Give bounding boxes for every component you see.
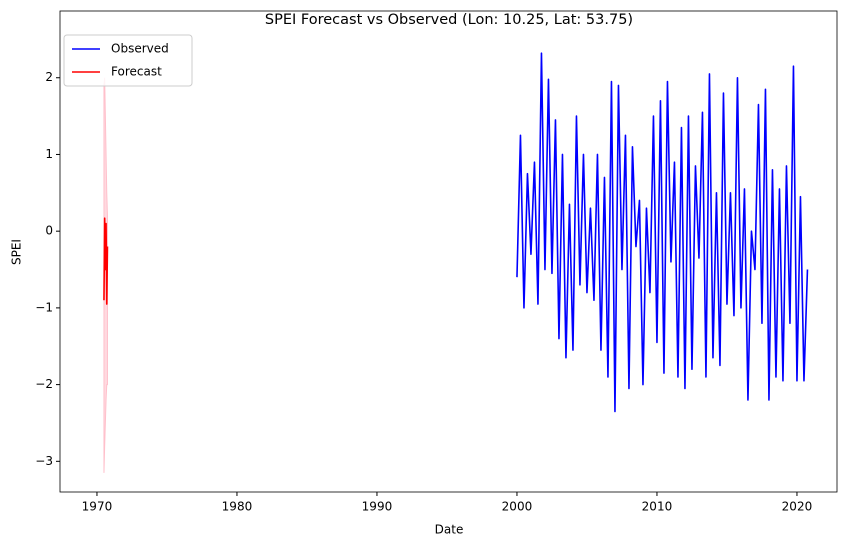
y-tick-label: −2 bbox=[35, 377, 53, 391]
chart-title: SPEI Forecast vs Observed (Lon: 10.25, L… bbox=[265, 12, 633, 28]
y-tick-label: −1 bbox=[35, 300, 53, 314]
series-line bbox=[516, 52, 809, 413]
y-tick-label: 1 bbox=[45, 147, 53, 161]
y-tick-label: 2 bbox=[45, 70, 53, 84]
x-tick-label: 2000 bbox=[502, 500, 533, 514]
x-axis-label: Date bbox=[435, 523, 464, 537]
y-tick-label: 0 bbox=[45, 224, 53, 238]
legend-label: Observed bbox=[111, 42, 169, 56]
series-line bbox=[103, 217, 109, 305]
y-tick-label: −3 bbox=[35, 454, 53, 468]
legend-label: Forecast bbox=[111, 65, 162, 79]
x-tick-label: 1990 bbox=[362, 500, 393, 514]
x-tick-label: 1970 bbox=[82, 500, 113, 514]
y-axis-label: SPEI bbox=[10, 239, 24, 265]
plot-frame bbox=[59, 10, 838, 493]
x-tick-label: 2010 bbox=[642, 500, 673, 514]
legend-box bbox=[63, 34, 193, 87]
x-tick-label: 2020 bbox=[782, 500, 813, 514]
x-tick-label: 1980 bbox=[222, 500, 253, 514]
